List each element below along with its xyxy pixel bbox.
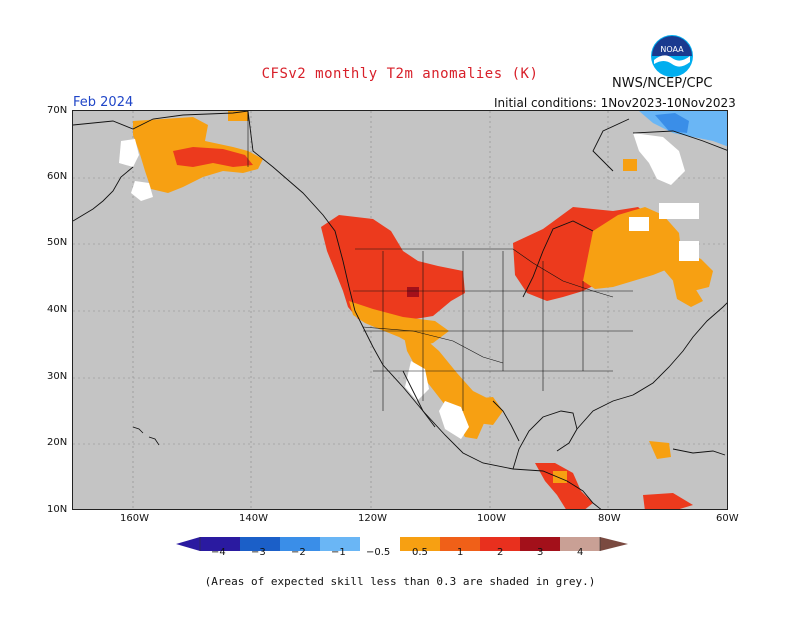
legend-label-neg2: −2 [291,547,306,558]
lon-label-60w: 60W [716,513,739,524]
legend-label-neg1: −1 [331,547,346,558]
political-boundaries [247,111,633,411]
lat-label-40: 40N [47,304,68,315]
legend-swatch-6 [400,537,440,551]
lon-label-120w: 120W [358,513,387,524]
lon-label-160w: 160W [120,513,149,524]
legend-swatch-8 [480,537,520,551]
legend-label-neg3: −3 [251,547,266,558]
organization-label: NWS/NCEP/CPC [612,76,713,91]
legend-swatch-3 [280,537,320,551]
lon-label-140w: 140W [239,513,268,524]
map-svg [73,111,727,509]
legend-label-1: 1 [457,547,464,558]
chart-title: CFSv2 monthly T2m anomalies (K) [261,66,539,82]
anomaly-map [72,110,728,510]
color-legend [176,536,628,551]
legend-label-0.5: 0.5 [412,547,428,558]
lat-label-10: 10N [47,504,68,515]
initial-conditions: Initial conditions: 1Nov2023-10Nov2023 [494,96,736,110]
hawaii-islands [132,426,160,446]
skill-footnote: (Areas of expected skill less than 0.3 a… [204,575,596,588]
east-anomaly [513,203,713,307]
central-america-anomaly [535,441,693,509]
legend-label-2: 2 [497,547,504,558]
lat-label-20: 20N [47,437,68,448]
lat-label-70: 70N [47,105,68,116]
legend-swatch-10 [560,537,600,551]
legend-swatch-1 [200,537,240,551]
legend-arrow-left [176,537,200,551]
lat-label-50: 50N [47,237,68,248]
legend-arrow-right [600,537,628,551]
legend-swatch-4 [320,537,360,551]
lat-label-60: 60N [47,171,68,182]
legend-label-neg4: −4 [211,547,226,558]
legend-label-neg0.5: −0.5 [366,547,391,558]
alaska-anomaly [119,111,263,201]
forecast-month: Feb 2024 [73,95,134,110]
west-anomaly [321,215,503,439]
arctic-anomaly [623,111,727,185]
legend-swatch-9 [520,537,560,551]
legend-swatch-5 [360,537,400,551]
legend-swatch-2 [240,537,280,551]
lon-label-100w: 100W [477,513,506,524]
legend-swatch-7 [440,537,480,551]
legend-label-3: 3 [537,547,544,558]
noaa-logo-icon: NOAA [650,34,694,78]
lat-label-30: 30N [47,371,68,382]
lon-label-80w: 80W [598,513,621,524]
legend-svg [176,537,628,551]
legend-label-4: 4 [577,547,584,558]
noaa-logo-text: NOAA [660,45,684,54]
